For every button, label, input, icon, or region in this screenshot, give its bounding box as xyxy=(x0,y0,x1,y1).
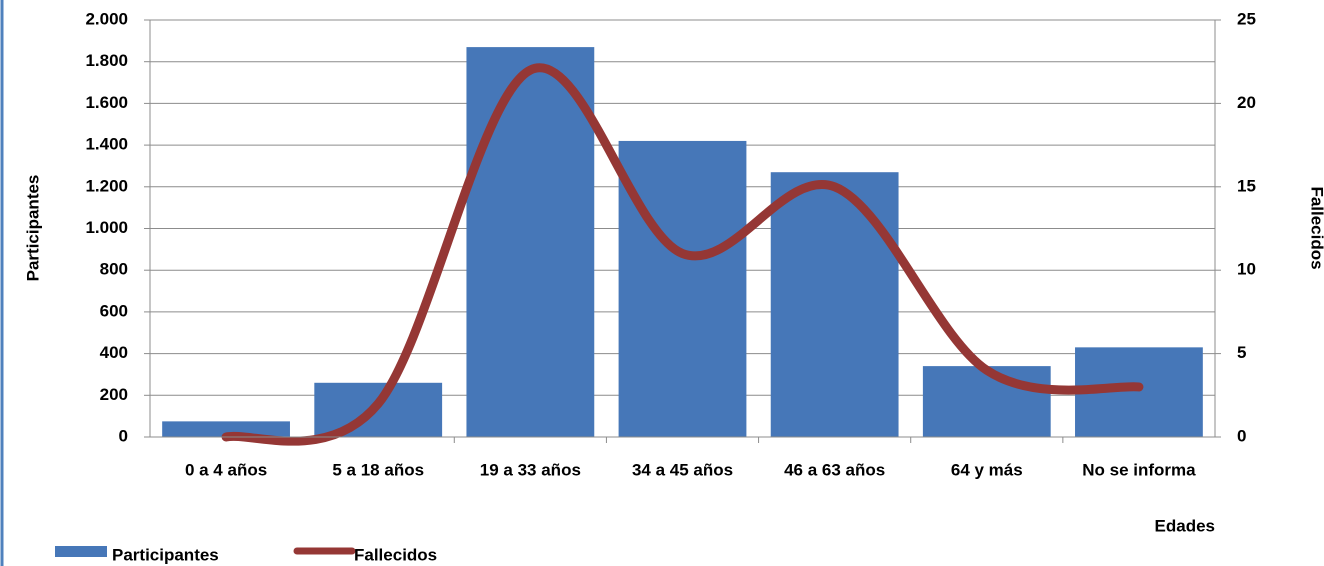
x-tick-label: No se informa xyxy=(1082,460,1196,479)
y-tick-label: 1.400 xyxy=(85,135,128,154)
x-tick-label: 64 y más xyxy=(951,460,1023,479)
legend-swatch xyxy=(55,546,107,557)
y-tick-label: 200 xyxy=(100,385,128,404)
x-tick-label: 0 a 4 años xyxy=(185,460,267,479)
y-tick-label: 400 xyxy=(100,343,128,362)
legend-label: Participantes xyxy=(112,545,219,564)
x-tick-label: 19 a 33 años xyxy=(480,460,581,479)
bar xyxy=(162,421,290,437)
y-tick-label: 1.800 xyxy=(85,51,128,70)
y2-axis-title: Fallecidos xyxy=(1308,186,1324,269)
y-tick-label: 1.200 xyxy=(85,176,128,195)
y-axis-title: Participantes xyxy=(23,175,42,282)
y-tick-label: 0 xyxy=(119,426,128,445)
y2-tick-label: 15 xyxy=(1237,176,1256,195)
y-tick-label: 1.000 xyxy=(85,218,128,237)
x-axis-title: Edades xyxy=(1155,516,1215,535)
line xyxy=(221,63,1144,446)
x-tick-label: 34 a 45 años xyxy=(632,460,733,479)
y-tick-label: 600 xyxy=(100,301,128,320)
y2-tick-label: 20 xyxy=(1237,93,1256,112)
legend-label: Fallecidos xyxy=(354,545,437,564)
x-tick-label: 5 a 18 años xyxy=(332,460,424,479)
y-tick-label: 800 xyxy=(100,260,128,279)
x-tick-label: 46 a 63 años xyxy=(784,460,885,479)
y2-tick-label: 25 xyxy=(1237,9,1256,28)
y-tick-label: 2.000 xyxy=(85,9,128,28)
y2-tick-label: 5 xyxy=(1237,343,1246,362)
bar xyxy=(466,47,595,437)
bar xyxy=(770,172,899,437)
bar xyxy=(922,366,1051,437)
bar xyxy=(618,140,747,437)
y2-tick-label: 0 xyxy=(1237,426,1246,445)
y-tick-label: 1.600 xyxy=(85,93,128,112)
y2-tick-label: 10 xyxy=(1237,260,1256,279)
